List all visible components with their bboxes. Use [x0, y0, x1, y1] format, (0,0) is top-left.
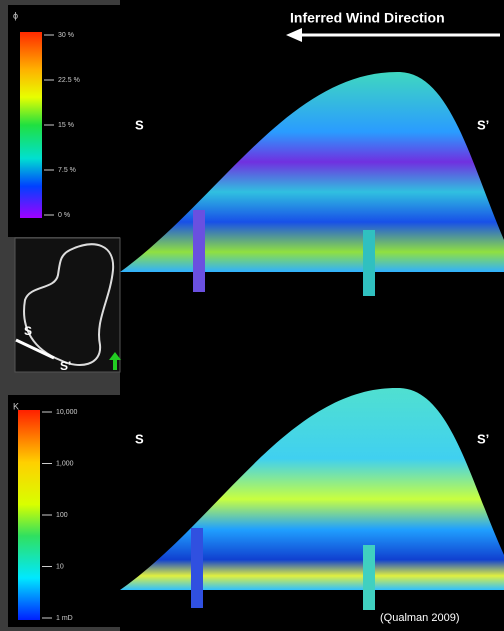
tick-label: 1 mD: [56, 615, 73, 622]
tick-label: 15 %: [58, 122, 74, 129]
tick-label: 7.5 %: [58, 167, 76, 174]
dome: [120, 387, 504, 590]
citation: (Qualman 2009): [380, 612, 460, 624]
tick-label: 100: [56, 512, 68, 519]
dome: [120, 71, 504, 272]
legend-symbol: ϕ: [13, 10, 18, 20]
tick-label: 22.5 %: [58, 77, 80, 84]
well: [363, 230, 375, 296]
well: [191, 528, 203, 608]
legend-symbol: K: [13, 401, 19, 411]
well: [193, 210, 205, 292]
tick-label: 0 %: [58, 212, 70, 219]
well: [363, 545, 375, 610]
section-end: S’: [477, 431, 489, 446]
tick-label: 1,000: [56, 460, 74, 467]
section-end: S’: [477, 117, 489, 132]
porosity-legend: ϕ 30 % 22.5 % 15 % 7.5 % 0 %: [8, 5, 120, 237]
panel-top: S S’: [120, 71, 504, 296]
map-inset: S S’: [14, 237, 121, 373]
wind-arrow: Inferred Wind Direction: [286, 10, 500, 42]
panel-bottom: S S’ (Qualman 2009): [120, 387, 504, 624]
tick-label: 10: [56, 563, 64, 570]
section-start: S: [135, 117, 144, 132]
map-start: S: [24, 324, 32, 338]
map-end: S’: [60, 359, 71, 373]
tick-label: 10,000: [56, 409, 78, 416]
title: Inferred Wind Direction: [290, 10, 445, 26]
tick-label: 30 %: [58, 32, 74, 39]
section-start: S: [135, 431, 144, 446]
permeability-legend: K 10,000 1,000 100 10 1 mD: [8, 395, 120, 627]
